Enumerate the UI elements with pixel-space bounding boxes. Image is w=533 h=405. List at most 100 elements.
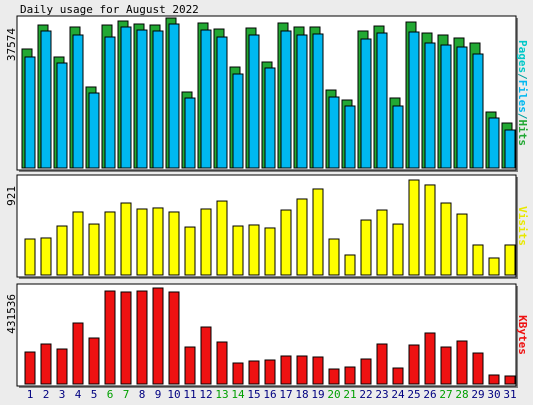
x-tick-label: 31 bbox=[503, 388, 516, 401]
bar bbox=[488, 257, 500, 276]
legend-separator: / bbox=[516, 73, 529, 80]
x-tick-label: 11 bbox=[183, 388, 196, 401]
legend-entry: Visits bbox=[516, 206, 529, 246]
bar bbox=[152, 207, 164, 276]
x-tick-label: 10 bbox=[167, 388, 180, 401]
bar bbox=[200, 29, 212, 169]
bar bbox=[472, 53, 484, 169]
x-tick-label: 21 bbox=[343, 388, 356, 401]
x-tick-label: 18 bbox=[295, 388, 308, 401]
x-tick-label: 30 bbox=[487, 388, 500, 401]
bar bbox=[456, 340, 468, 385]
x-tick-label: 4 bbox=[75, 388, 82, 401]
bar bbox=[456, 213, 468, 276]
bar bbox=[360, 219, 372, 276]
bar bbox=[120, 202, 132, 276]
x-tick-label: 13 bbox=[215, 388, 228, 401]
legend-separator: / bbox=[516, 113, 529, 120]
bar bbox=[440, 202, 452, 276]
legend: Pages/Files/Hits bbox=[516, 40, 529, 146]
bar bbox=[456, 46, 468, 169]
bar bbox=[392, 223, 404, 276]
bar bbox=[168, 211, 180, 276]
bar bbox=[24, 351, 36, 385]
bar bbox=[136, 290, 148, 385]
x-tick-label: 12 bbox=[199, 388, 212, 401]
bar bbox=[56, 225, 68, 276]
x-tick-label: 16 bbox=[263, 388, 276, 401]
bar bbox=[424, 332, 436, 385]
bar bbox=[72, 34, 84, 169]
x-tick-label: 15 bbox=[247, 388, 260, 401]
legend-entry: Pages bbox=[516, 40, 529, 73]
bar bbox=[328, 368, 340, 385]
x-tick-label: 8 bbox=[139, 388, 146, 401]
bar bbox=[440, 346, 452, 385]
bar bbox=[104, 290, 116, 385]
bar bbox=[232, 225, 244, 276]
bar bbox=[24, 56, 36, 169]
bar bbox=[408, 31, 420, 169]
bar bbox=[392, 105, 404, 169]
bar bbox=[216, 341, 228, 385]
bar bbox=[440, 44, 452, 169]
bar bbox=[200, 208, 212, 276]
bar bbox=[152, 287, 164, 385]
x-tick-label: 5 bbox=[91, 388, 98, 401]
bar bbox=[344, 254, 356, 276]
bar bbox=[72, 322, 84, 385]
bar bbox=[168, 23, 180, 169]
bar bbox=[56, 62, 68, 169]
x-tick-label: 23 bbox=[375, 388, 388, 401]
bar bbox=[280, 209, 292, 276]
bar bbox=[344, 366, 356, 385]
bar bbox=[280, 30, 292, 169]
bar bbox=[248, 360, 260, 385]
bar bbox=[424, 42, 436, 169]
bar bbox=[88, 337, 100, 385]
x-tick-label: 27 bbox=[439, 388, 452, 401]
x-tick-label: 26 bbox=[423, 388, 436, 401]
legend-entry: KBytes bbox=[516, 315, 529, 355]
bar bbox=[328, 96, 340, 169]
bar bbox=[328, 238, 340, 276]
legend-entry: Hits bbox=[516, 120, 529, 147]
bar bbox=[216, 36, 228, 169]
bar bbox=[296, 34, 308, 169]
bar bbox=[376, 209, 388, 276]
bar bbox=[184, 346, 196, 385]
bar bbox=[296, 355, 308, 385]
bar bbox=[88, 92, 100, 169]
x-tick-label: 19 bbox=[311, 388, 324, 401]
x-tick-label: 9 bbox=[155, 388, 162, 401]
bar bbox=[40, 343, 52, 385]
bar bbox=[504, 244, 516, 276]
y-tick-label: 37574 bbox=[5, 28, 18, 61]
bar bbox=[376, 32, 388, 169]
bar bbox=[232, 362, 244, 385]
bar bbox=[168, 291, 180, 385]
bar bbox=[184, 97, 196, 169]
bar bbox=[392, 367, 404, 385]
y-tick-label: 431536 bbox=[5, 294, 18, 334]
bar bbox=[424, 184, 436, 276]
bar bbox=[504, 375, 516, 385]
bar bbox=[104, 36, 116, 169]
bar bbox=[120, 291, 132, 385]
bar bbox=[136, 29, 148, 169]
bar bbox=[88, 223, 100, 276]
legend: Visits bbox=[516, 206, 529, 246]
x-tick-label: 3 bbox=[59, 388, 66, 401]
bar bbox=[296, 198, 308, 276]
x-tick-label: 14 bbox=[231, 388, 245, 401]
bar bbox=[408, 179, 420, 276]
legend-entry: Files bbox=[516, 80, 529, 113]
bar bbox=[24, 238, 36, 276]
bar bbox=[488, 374, 500, 385]
bar bbox=[504, 129, 516, 169]
bar bbox=[248, 224, 260, 276]
x-tick-label: 29 bbox=[471, 388, 484, 401]
x-tick-label: 24 bbox=[391, 388, 405, 401]
x-tick-label: 2 bbox=[43, 388, 50, 401]
bar bbox=[360, 38, 372, 169]
